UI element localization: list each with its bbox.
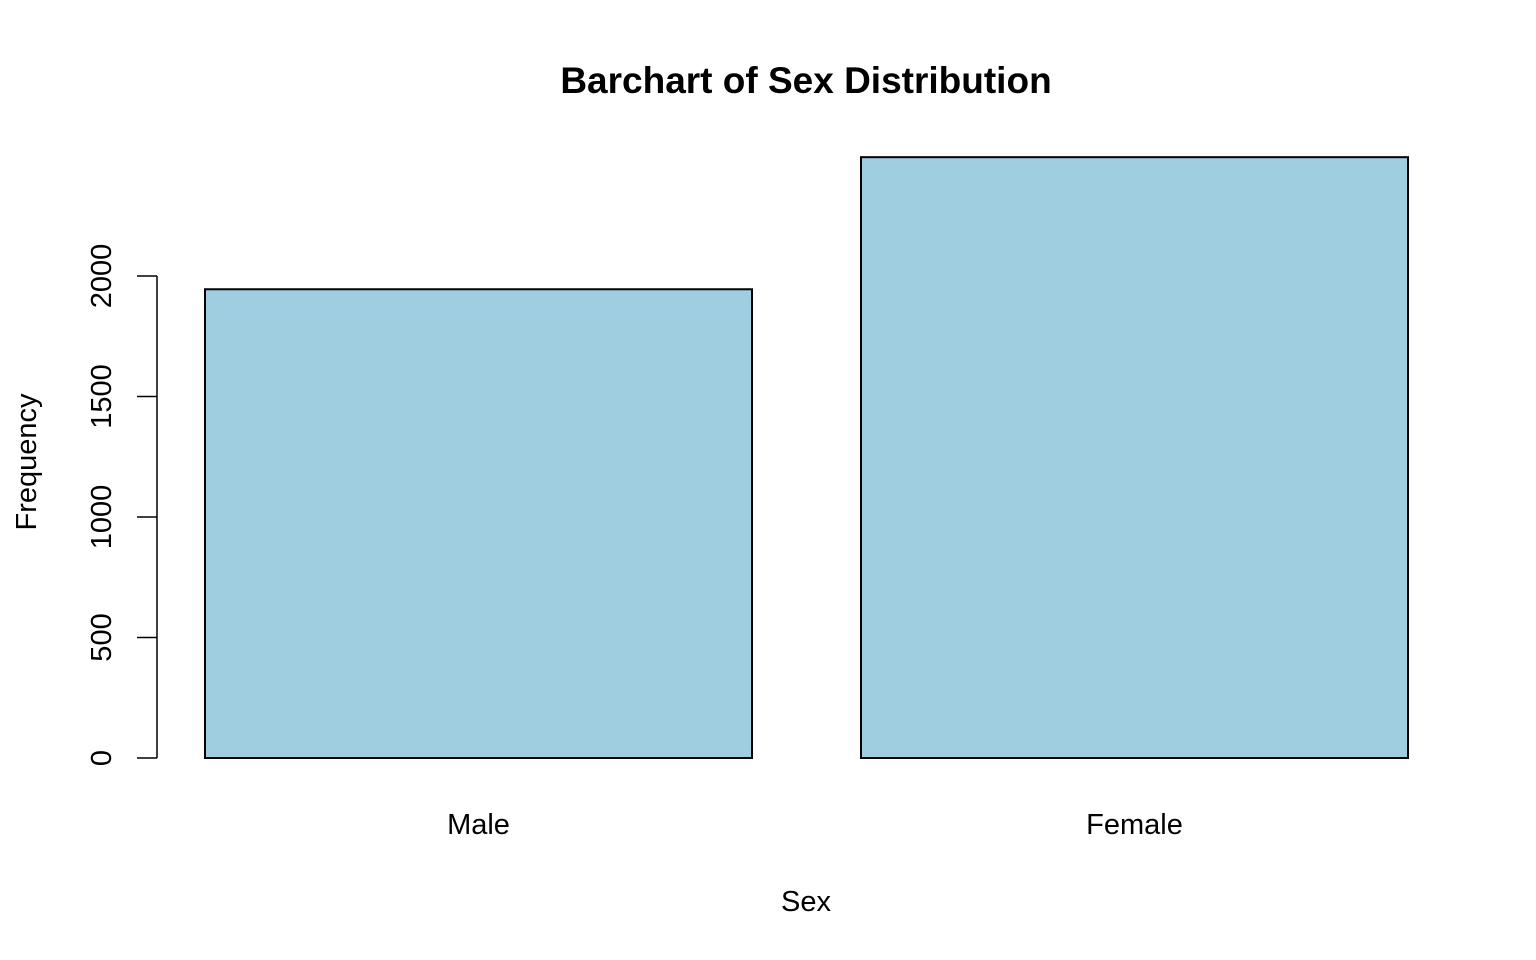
y-tick-label: 0 xyxy=(86,750,118,766)
bar-male xyxy=(204,288,753,759)
x-category-label-male: Male xyxy=(447,809,510,841)
y-axis: 0 500 1000 1500 2000 xyxy=(86,244,158,766)
y-tick-label: 1500 xyxy=(86,364,118,429)
chart-title: Barchart of Sex Distribution xyxy=(560,60,1051,101)
x-category-label-female: Female xyxy=(1086,809,1183,841)
x-category-labels: Male Female xyxy=(447,809,1183,841)
y-axis-label: Frequency xyxy=(11,393,43,531)
y-tick-label: 2000 xyxy=(86,244,118,309)
bar-female xyxy=(860,156,1409,759)
y-tick-label: 500 xyxy=(86,613,118,661)
y-tick-label: 1000 xyxy=(86,485,118,550)
x-axis-label: Sex xyxy=(781,886,831,918)
bars-group xyxy=(204,156,1409,759)
